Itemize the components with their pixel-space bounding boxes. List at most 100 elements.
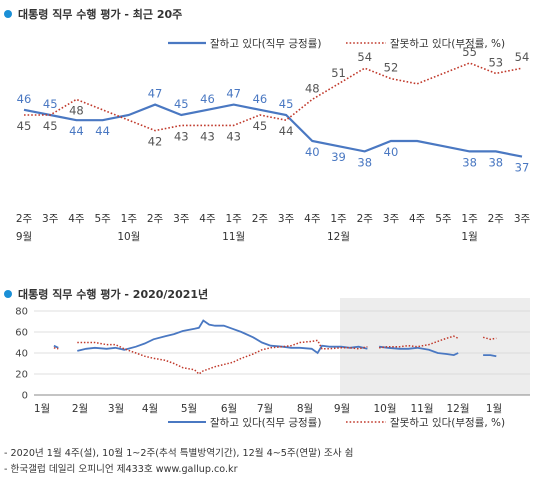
positive-data-label: 46 [17,92,32,106]
x-month-label: 2월 [72,403,88,415]
y-tick-label: 0 [22,391,28,402]
negative-data-label: 45 [253,119,268,133]
x-month-label: 7월 [257,403,273,415]
negative-data-label: 48 [69,103,84,117]
x-tick-label: 2주 [252,213,269,225]
chart2-title-text: 대통령 직무 수행 평가 - 2020/2021년 [18,288,209,301]
positive-data-label: 45 [279,97,294,111]
negative-line-segment [482,336,497,341]
legend-negative-label: 잘못하고 있다(부정률, %) [390,416,505,429]
positive-data-label: 44 [95,124,110,138]
positive-data-label: 46 [253,92,268,106]
x-tick-label: 1주 [330,213,347,225]
x-tick-label: 4주 [199,213,216,225]
x-month-label: 1월 [34,403,50,415]
negative-data-label: 52 [384,61,399,75]
x-month-label: 8월 [297,403,313,415]
negative-data-label: 45 [17,119,32,133]
chart1-title-text: 대통령 직무 수행 평가 - 최근 20주 [18,8,183,21]
positive-data-label: 40 [305,145,320,159]
positive-data-label: 38 [357,155,372,169]
x-month-label: 12월 [446,403,469,415]
legend-negative-label: 잘못하고 있다(부정률, %) [390,37,505,50]
x-tick-label: 1주 [461,213,478,225]
x-tick-label: 4주 [304,213,321,225]
x-tick-label: 2주 [147,213,164,225]
negative-data-label: 43 [200,129,215,143]
chart2-svg: 0 20 40 60 80 1월 2월 3월 4월 5월 6월 7월 8월 9월 10월 11월 12월 1월잘하… [15,298,530,429]
legend-positive-label: 잘하고 있다(직무 긍정률) [210,37,321,50]
x-tick-label: 5주 [94,213,111,225]
x-month-label: 4월 [142,403,158,415]
negative-line-segment [77,339,368,375]
x-tick-label: 3주 [173,213,190,225]
y-tick-label: 20 [15,370,28,381]
positive-data-label: 38 [488,155,503,169]
bullet-dot-icon [4,10,12,18]
x-month-label: 6월 [221,403,237,415]
x-month-label: 12월 [327,231,350,243]
x-tick-label: 3주 [42,213,59,225]
x-tick-label: 2주 [488,213,505,225]
positive-data-label: 44 [69,124,84,138]
footnote-line: - 한국갤럽 데일리 오피니언 제433호 www.gallup.co.kr [4,464,238,475]
negative-data-label: 54 [357,50,372,64]
positive-data-label: 47 [226,87,241,101]
negative-data-label: 44 [279,124,294,138]
x-tick-label: 2주 [16,213,33,225]
negative-line-segment [53,347,59,350]
positive-data-label: 45 [43,97,58,111]
positive-data-label: 39 [331,150,346,164]
negative-data-label: 45 [43,119,58,133]
positive-data-label: 45 [174,97,189,111]
x-tick-label: 1주 [226,213,243,225]
x-month-label: 9월 [16,231,32,243]
x-month-label: 9월 [334,403,350,415]
x-tick-label: 3주 [278,213,295,225]
positive-data-label: 46 [200,92,215,106]
y-tick-label: 80 [15,307,28,318]
x-month-label: 10월 [373,403,396,415]
negative-data-label: 43 [226,129,241,143]
x-month-label: 10월 [117,231,140,243]
positive-line-segment [53,344,59,349]
bullet-dot-icon [4,290,12,298]
negative-data-label: 55 [462,45,477,59]
negative-data-label: 48 [305,81,320,95]
x-tick-label: 4주 [409,213,426,225]
chart1-svg: 잘하고 있다(직무 긍정률) 잘못하고 있다(부정률, %) 46 45 44 44 47 4… [16,37,531,243]
positive-data-label: 38 [462,155,477,169]
chart2-title: 대통령 직무 수행 평가 - 2020/2021년 [4,286,208,302]
x-tick-label: 5주 [435,213,452,225]
x-tick-label: 4주 [68,213,85,225]
positive-line [23,103,523,158]
x-tick-label: 1주 [121,213,138,225]
negative-data-label: 51 [331,66,346,80]
legend-positive-label: 잘하고 있다(직무 긍정률) [210,416,321,429]
positive-line-segment [378,345,459,357]
x-month-label: 3월 [108,403,124,415]
negative-data-label: 53 [488,55,503,69]
positive-data-label: 47 [148,87,163,101]
y-tick-label: 60 [15,328,28,339]
chart1-title: 대통령 직무 수행 평가 - 최근 20주 [4,6,182,22]
footnotes: - 2020년 1월 4주(설), 10월 1~2주(추석 특별방역기간), 1… [4,446,353,478]
x-month-label: 11월 [222,231,245,243]
negative-data-label: 42 [148,135,163,149]
x-month-label: 1월 [486,403,502,415]
negative-data-label: 54 [515,50,530,64]
negative-data-label: 43 [174,129,189,143]
footnote-line: - 2020년 1월 4주(설), 10월 1~2주(추석 특별방역기간), 1… [4,448,354,459]
x-tick-label: 2주 [357,213,374,225]
positive-line-segment [77,319,368,355]
negative-line-segment [379,335,459,349]
positive-data-label: 40 [384,145,399,159]
positive-data-label: 37 [515,161,530,175]
x-tick-label: 3주 [383,213,400,225]
x-month-label: 1월 [461,231,477,243]
y-tick-label: 40 [15,349,28,360]
shaded-region [340,298,530,395]
positive-line-segment [483,354,497,358]
x-tick-label: 3주 [514,213,531,225]
x-month-label: 5월 [181,403,197,415]
